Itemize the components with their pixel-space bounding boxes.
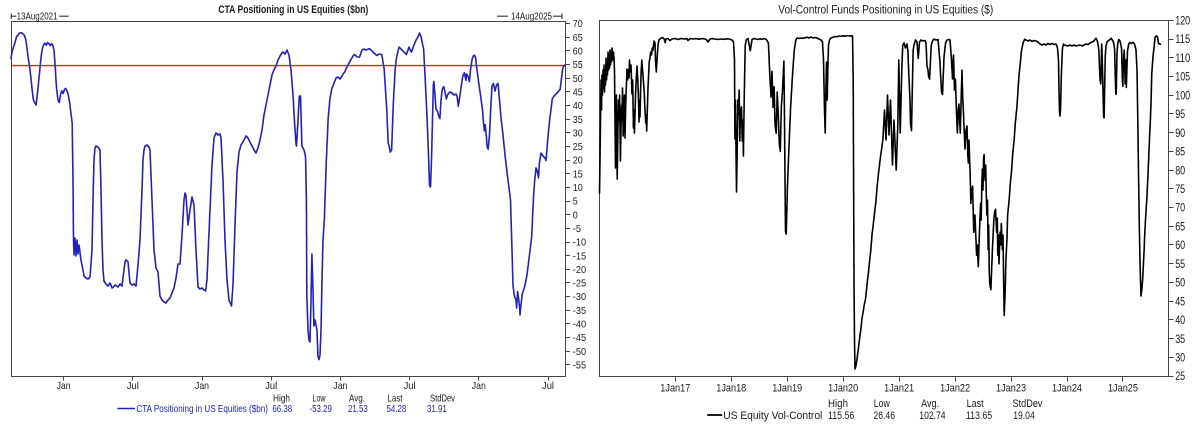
svg-text:55: 55 bbox=[573, 59, 583, 71]
svg-text:90: 90 bbox=[1175, 126, 1185, 140]
svg-text:26.46: 26.46 bbox=[873, 410, 895, 422]
svg-text:60: 60 bbox=[573, 46, 583, 58]
svg-text:35: 35 bbox=[573, 114, 583, 126]
svg-text:-30: -30 bbox=[573, 291, 586, 303]
svg-text:102.74: 102.74 bbox=[919, 410, 945, 422]
svg-text:40: 40 bbox=[573, 100, 583, 112]
svg-text:65: 65 bbox=[1175, 219, 1185, 233]
svg-text:High: High bbox=[273, 393, 290, 405]
svg-text:50: 50 bbox=[573, 73, 583, 85]
svg-text:1Jan20: 1Jan20 bbox=[828, 383, 858, 395]
svg-text:Vol-Control Funds Positioning: Vol-Control Funds Positioning in US Equi… bbox=[778, 5, 993, 17]
svg-text:25: 25 bbox=[1175, 369, 1185, 383]
svg-text:95: 95 bbox=[1175, 107, 1185, 121]
svg-text:StdDev: StdDev bbox=[1013, 398, 1043, 410]
svg-text:Jul: Jul bbox=[404, 380, 416, 392]
svg-text:19.04: 19.04 bbox=[1013, 410, 1035, 422]
svg-text:Jul: Jul bbox=[265, 380, 277, 392]
svg-text:13Aug2021: 13Aug2021 bbox=[17, 11, 58, 22]
svg-text:120: 120 bbox=[1175, 14, 1190, 28]
svg-text:-50: -50 bbox=[573, 346, 586, 358]
svg-text:Jul: Jul bbox=[542, 380, 554, 392]
svg-text:Jan: Jan bbox=[57, 380, 71, 392]
svg-text:-20: -20 bbox=[573, 264, 586, 276]
svg-text:115.56: 115.56 bbox=[828, 410, 854, 422]
svg-text:31.91: 31.91 bbox=[427, 403, 447, 415]
svg-text:105: 105 bbox=[1175, 70, 1190, 84]
svg-text:1Jan22: 1Jan22 bbox=[940, 383, 970, 395]
svg-text:75: 75 bbox=[1175, 182, 1185, 196]
svg-text:-25: -25 bbox=[573, 278, 586, 290]
svg-text:15: 15 bbox=[573, 168, 583, 180]
svg-text:Jul: Jul bbox=[127, 380, 139, 392]
svg-text:Last: Last bbox=[967, 398, 984, 410]
svg-text:Jan: Jan bbox=[472, 380, 486, 392]
svg-text:-10: -10 bbox=[573, 237, 586, 249]
svg-text:-35: -35 bbox=[573, 305, 586, 317]
svg-text:-45: -45 bbox=[573, 332, 586, 344]
svg-text:-40: -40 bbox=[573, 319, 586, 331]
svg-text:1Jan17: 1Jan17 bbox=[660, 383, 690, 395]
svg-text:30: 30 bbox=[573, 127, 583, 139]
svg-text:-53.29: -53.29 bbox=[310, 403, 333, 415]
svg-text:40: 40 bbox=[1175, 313, 1185, 327]
svg-text:5: 5 bbox=[573, 196, 578, 208]
svg-text:45: 45 bbox=[1175, 294, 1185, 308]
svg-text:-55: -55 bbox=[573, 359, 586, 371]
svg-text:CTA Positioning in US Equities: CTA Positioning in US Equities ($bn) bbox=[136, 403, 268, 415]
svg-text:1Jan21: 1Jan21 bbox=[884, 383, 914, 395]
svg-text:1Jan18: 1Jan18 bbox=[716, 383, 746, 395]
svg-text:-15: -15 bbox=[573, 250, 586, 262]
svg-text:Jan: Jan bbox=[333, 380, 347, 392]
svg-text:45: 45 bbox=[573, 86, 583, 98]
svg-text:30: 30 bbox=[1175, 350, 1185, 364]
svg-text:Last: Last bbox=[388, 393, 403, 405]
svg-text:100: 100 bbox=[1175, 88, 1190, 102]
svg-text:60: 60 bbox=[1175, 238, 1185, 252]
svg-text:1Jan25: 1Jan25 bbox=[1108, 383, 1138, 395]
svg-text:US Equity Vol-Control: US Equity Vol-Control bbox=[723, 410, 822, 422]
svg-text:110: 110 bbox=[1175, 51, 1190, 65]
svg-text:Low: Low bbox=[313, 393, 326, 405]
svg-text:0: 0 bbox=[573, 209, 578, 221]
svg-text:20: 20 bbox=[573, 155, 583, 167]
svg-text:10: 10 bbox=[573, 182, 583, 194]
svg-text:-5: -5 bbox=[573, 223, 581, 235]
svg-text:1Jan24: 1Jan24 bbox=[1052, 383, 1082, 395]
svg-text:High: High bbox=[828, 398, 848, 410]
svg-text:115: 115 bbox=[1175, 32, 1190, 46]
svg-text:CTA Positioning in US Equities: CTA Positioning in US Equities ($bn) bbox=[218, 4, 368, 16]
svg-text:70: 70 bbox=[1175, 201, 1185, 215]
svg-text:70: 70 bbox=[573, 18, 583, 30]
svg-text:25: 25 bbox=[573, 141, 583, 153]
svg-text:66.38: 66.38 bbox=[272, 403, 292, 415]
svg-text:85: 85 bbox=[1175, 145, 1185, 159]
svg-text:14Aug2025: 14Aug2025 bbox=[511, 11, 552, 22]
svg-text:StdDev: StdDev bbox=[430, 393, 456, 405]
svg-text:1Jan19: 1Jan19 bbox=[772, 383, 802, 395]
svg-text:Avg.: Avg. bbox=[921, 398, 939, 410]
svg-text:1Jan23: 1Jan23 bbox=[996, 383, 1026, 395]
svg-text:113.65: 113.65 bbox=[966, 410, 992, 422]
svg-text:Avg.: Avg. bbox=[349, 393, 365, 405]
svg-text:80: 80 bbox=[1175, 163, 1185, 177]
svg-text:65: 65 bbox=[573, 32, 583, 44]
svg-text:50: 50 bbox=[1175, 276, 1185, 290]
svg-text:Low: Low bbox=[874, 398, 890, 410]
svg-text:55: 55 bbox=[1175, 257, 1185, 271]
svg-text:21.53: 21.53 bbox=[348, 403, 368, 415]
svg-text:Jan: Jan bbox=[195, 380, 209, 392]
svg-text:35: 35 bbox=[1175, 332, 1185, 346]
svg-text:54.28: 54.28 bbox=[387, 403, 407, 415]
